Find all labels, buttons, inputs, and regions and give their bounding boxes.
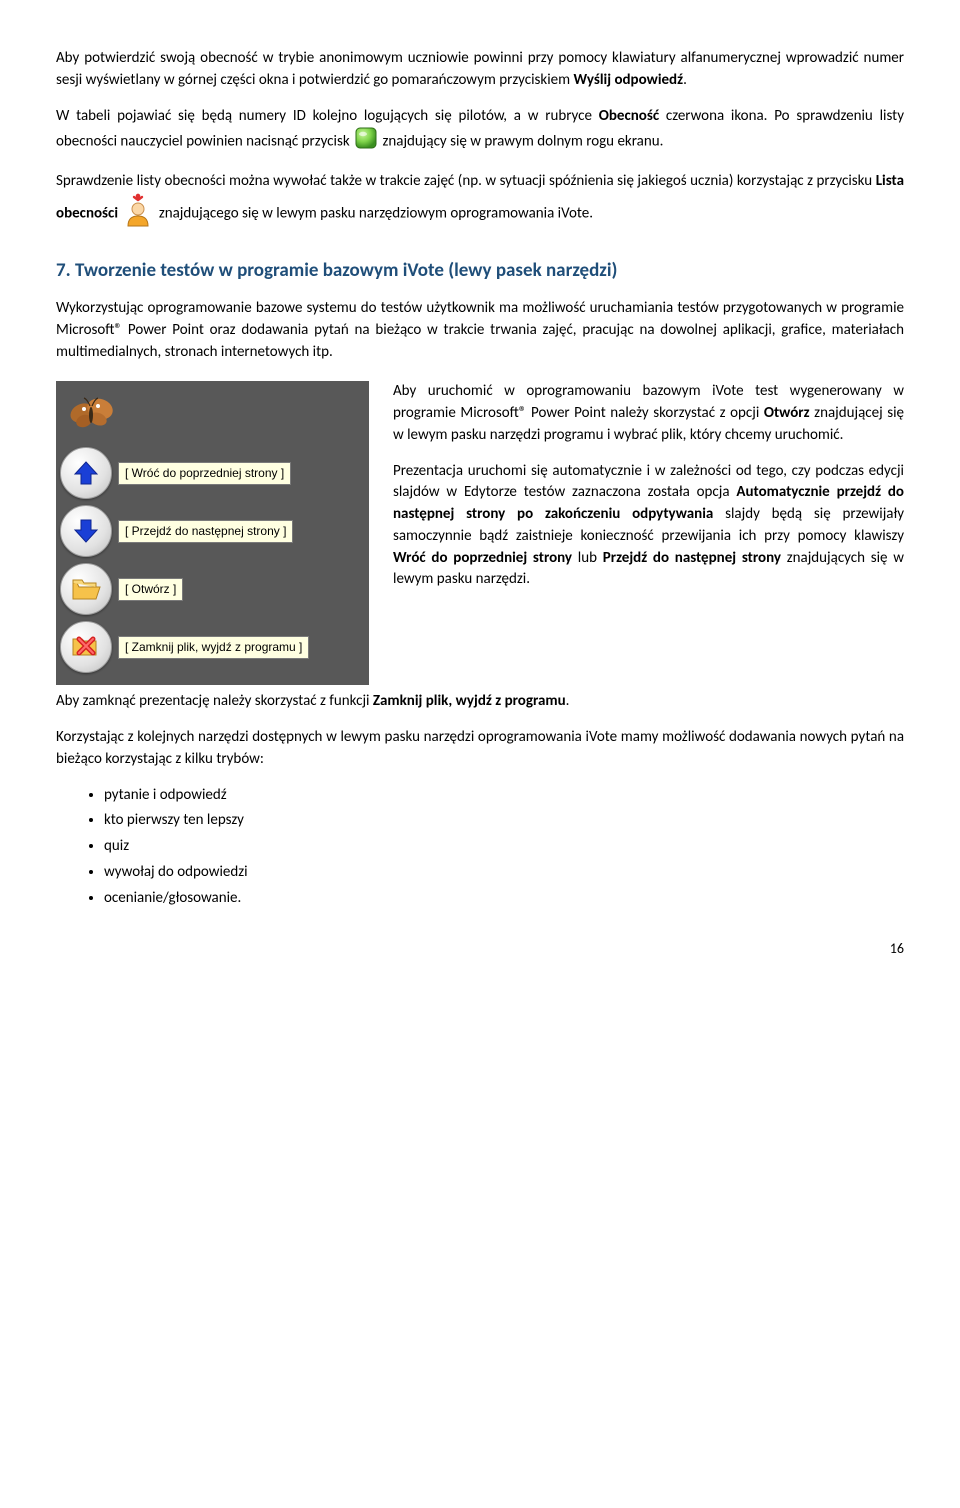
paragraph-attendance-list: Sprawdzenie listy obecności można wywoła… [56, 171, 904, 235]
tooltip-open: [ Otwórz ] [118, 578, 183, 601]
text-bold: Przejdź do następnej strony [603, 549, 781, 567]
text-bold: Obecność [599, 107, 659, 125]
text-bold: Wyślij odpowiedź [574, 71, 684, 89]
toolbar-row-next: [ Przejdź do następnej strony ] [60, 505, 365, 557]
toolbar-row-close: [ Zamknij plik, wyjdź z programu ] [60, 621, 365, 673]
question-modes-list: pytanie i odpowiedź kto pierwszy ten lep… [56, 785, 904, 910]
list-item: quiz [104, 836, 904, 858]
paragraph-ivote-tests-intro: Wykorzystując oprogramowanie bazowe syst… [56, 298, 904, 363]
text: znajdujący się w prawym dolnym rogu ekra… [382, 133, 663, 151]
butterfly-icon [60, 387, 365, 441]
text-bold: Wróć do poprzedniej strony [393, 549, 572, 567]
text: znajdującego się w lewym pasku narzędzio… [159, 204, 593, 222]
text: Aby potwierdzić swoją obecność w trybie … [56, 49, 904, 89]
toolbar-row-prev: [ Wróć do poprzedniej strony ] [60, 447, 365, 499]
paragraph-close-presentation: Aby zamknąć prezentację należy skorzysta… [56, 691, 904, 713]
paragraph-id-table: W tabeli pojawiać się będą numery ID kol… [56, 106, 904, 158]
list-item: wywołaj do odpowiedzi [104, 862, 904, 884]
figure-toolbar-with-text: [ Wróć do poprzedniej strony ] [ Przejdź… [56, 381, 904, 685]
text: Aby zamknąć prezentację należy skorzysta… [56, 692, 373, 710]
tooltip-close: [ Zamknij plik, wyjdź z programu ] [118, 636, 309, 659]
attendance-person-icon [123, 193, 153, 235]
close-exit-button[interactable] [60, 621, 112, 673]
confirm-green-icon [355, 127, 377, 157]
text: . [566, 692, 570, 710]
arrow-up-icon [71, 458, 101, 488]
text: W tabeli pojawiać się będą numery ID kol… [56, 107, 599, 125]
heading-number: 7. [56, 259, 71, 282]
text-bold: Zamknij plik, wyjdź z programu [373, 692, 566, 710]
paragraph-question-modes-intro: Korzystając z kolejnych narzędzi dostępn… [56, 727, 904, 771]
list-item: pytanie i odpowiedź [104, 785, 904, 807]
toolbar-row-open: [ Otwórz ] [60, 563, 365, 615]
prev-page-button[interactable] [60, 447, 112, 499]
figure-right-text: Aby uruchomić w oprogramowaniu bazowym i… [393, 381, 904, 605]
text-bold: Otwórz [764, 404, 810, 422]
next-page-button[interactable] [60, 505, 112, 557]
tooltip-next: [ Przejdź do następnej strony ] [118, 520, 293, 543]
list-item: ocenianie/głosowanie. [104, 888, 904, 910]
text: . [683, 71, 687, 89]
open-button[interactable] [60, 563, 112, 615]
heading-text: Tworzenie testów w programie bazowym iVo… [75, 259, 617, 282]
text: lub [578, 549, 603, 567]
arrow-down-icon [71, 516, 101, 546]
paragraph-presentation-autorun: Prezentacja uruchomi się automatycznie i… [393, 461, 904, 592]
folder-open-icon [70, 575, 102, 603]
list-item: kto pierwszy ten lepszy [104, 810, 904, 832]
paragraph-attendance-confirm: Aby potwierdzić swoją obecność w trybie … [56, 48, 904, 92]
tooltip-prev: [ Wróć do poprzedniej strony ] [118, 462, 291, 485]
paragraph-open-test: Aby uruchomić w oprogramowaniu bazowym i… [393, 381, 904, 446]
folder-close-icon [70, 632, 102, 662]
page-number: 16 [56, 939, 904, 959]
text: Sprawdzenie listy obecności można wywoła… [56, 172, 876, 190]
section-heading-7: 7. Tworzenie testów w programie bazowym … [56, 257, 904, 285]
ivote-left-toolbar: [ Wróć do poprzedniej strony ] [ Przejdź… [56, 381, 369, 685]
